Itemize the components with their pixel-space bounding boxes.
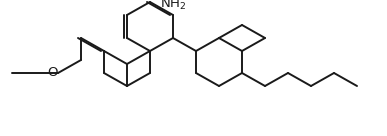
- Text: NH$_2$: NH$_2$: [160, 0, 186, 12]
- Text: O: O: [48, 67, 58, 80]
